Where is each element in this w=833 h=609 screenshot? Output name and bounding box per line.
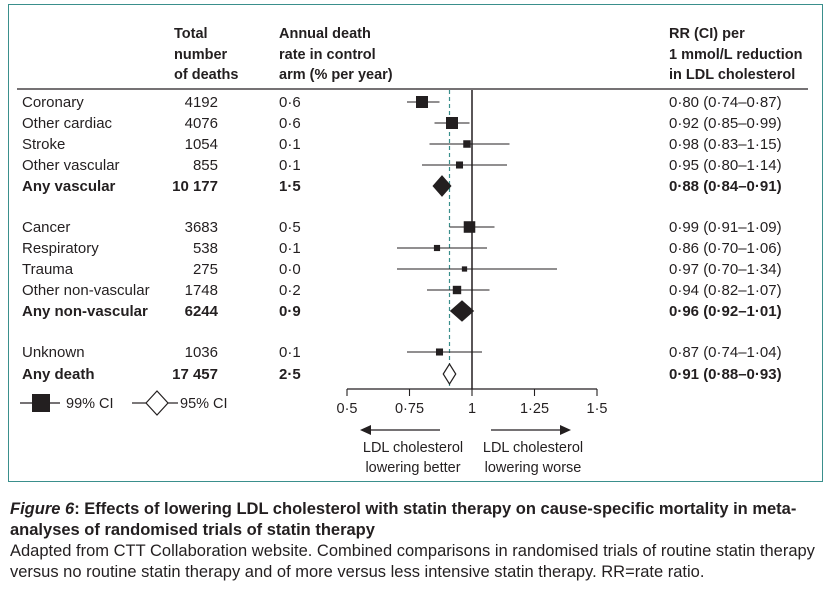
point-estimate-square <box>416 96 428 108</box>
x-axis-tick-label: 0·5 <box>337 401 358 417</box>
row-deaths: 1748 <box>185 282 218 299</box>
row-deaths: 4192 <box>185 94 218 111</box>
caption-title: : Effects of lowering LDL cholesterol wi… <box>10 500 797 539</box>
row-label: Any non-vascular <box>22 303 148 320</box>
row-rate: 0·5 <box>279 219 301 236</box>
better-arrow-head <box>360 425 371 435</box>
row-deaths: 10 177 <box>172 178 218 195</box>
legend-diamond-label: 95% CI <box>180 396 228 412</box>
row-rate: 0·1 <box>279 157 301 174</box>
row-rr: 0·91 (0·88–0·93) <box>669 366 782 383</box>
row-label: Respiratory <box>22 240 99 257</box>
x-axis-tick-label: 1 <box>468 401 476 417</box>
header-rr-line: in LDL cholesterol <box>669 67 795 83</box>
row-label: Other cardiac <box>22 115 113 132</box>
row-rate: 0·2 <box>279 282 301 299</box>
row-rr: 0·95 (0·80–1·14) <box>669 157 782 174</box>
row-deaths: 4076 <box>185 115 218 132</box>
row-rr: 0·94 (0·82–1·07) <box>669 282 782 299</box>
header-deaths-line: of deaths <box>174 67 238 83</box>
row-rate: 0·6 <box>279 94 301 111</box>
row-rate: 0·9 <box>279 303 301 320</box>
header-rr-line: RR (CI) per <box>669 26 745 42</box>
caption-text: Adapted from CTT Collaboration website. … <box>10 542 815 581</box>
header-rate-line: rate in control <box>279 47 376 63</box>
summary-diamond <box>449 300 475 322</box>
legend-square-label: 99% CI <box>66 396 114 412</box>
point-estimate-square <box>463 221 476 233</box>
row-deaths: 3683 <box>185 219 218 236</box>
row-deaths: 1054 <box>185 136 218 153</box>
point-estimate-square <box>452 285 462 295</box>
figure-frame <box>8 4 823 482</box>
summary-diamond <box>432 175 452 197</box>
row-deaths: 538 <box>193 240 218 257</box>
row-rr: 0·92 (0·85–0·99) <box>669 115 782 132</box>
x-axis-tick-label: 1·25 <box>520 401 549 417</box>
row-rate: 1·5 <box>279 178 301 195</box>
row-label: Any vascular <box>22 178 116 195</box>
row-rate: 0·0 <box>279 261 301 278</box>
row-rr: 0·88 (0·84–0·91) <box>669 178 782 195</box>
row-deaths: 855 <box>193 157 218 174</box>
row-rate: 0·1 <box>279 344 301 361</box>
direction-label-worse: lowering worse <box>485 460 582 476</box>
row-label: Trauma <box>22 261 74 278</box>
row-label: Other vascular <box>22 157 120 174</box>
forest-plot: Total number of deaths Annual death rate in … <box>17 26 808 476</box>
row-label: Unknown <box>22 344 85 361</box>
figure-caption: Figure 6: Effects of lowering LDL choles… <box>10 499 825 583</box>
direction-label-worse: LDL cholesterol <box>483 440 583 456</box>
row-label: Any death <box>22 366 95 383</box>
row-label: Stroke <box>22 136 65 153</box>
direction-label-better: lowering better <box>365 460 460 476</box>
row-label: Coronary <box>22 94 84 111</box>
row-rr: 0·98 (0·83–1·15) <box>669 136 782 153</box>
x-axis-tick-label: 0·75 <box>395 401 424 417</box>
header-rate-line: Annual death <box>279 26 371 42</box>
header-rr-line: 1 mmol/L reduction <box>669 47 802 63</box>
header-deaths-line: number <box>174 47 228 63</box>
row-label: Other non-vascular <box>22 282 150 299</box>
direction-label-better: LDL cholesterol <box>363 440 463 456</box>
point-estimate-square <box>446 117 458 129</box>
point-estimate-square <box>435 348 444 356</box>
x-axis-tick-label: 1·5 <box>587 401 608 417</box>
row-rate: 0·1 <box>279 136 301 153</box>
row-deaths: 6244 <box>185 303 219 320</box>
row-rr: 0·80 (0·74–0·87) <box>669 94 782 111</box>
row-rr: 0·87 (0·74–1·04) <box>669 344 782 361</box>
legend-diamond-symbol <box>145 390 169 416</box>
legend-square-symbol <box>32 394 50 412</box>
row-rate: 2·5 <box>279 366 301 383</box>
worse-arrow-head <box>560 425 571 435</box>
header-rate-line: arm (% per year) <box>279 67 393 83</box>
row-rr: 0·96 (0·92–1·01) <box>669 303 782 320</box>
row-rr: 0·99 (0·91–1·09) <box>669 219 782 236</box>
row-rr: 0·86 (0·70–1·06) <box>669 240 782 257</box>
point-estimate-square <box>455 161 464 169</box>
header-deaths-line: Total <box>174 26 208 42</box>
point-estimate-square <box>461 266 468 272</box>
row-deaths: 1036 <box>185 344 218 361</box>
caption-label: Figure 6 <box>10 500 75 518</box>
row-rr: 0·97 (0·70–1·34) <box>669 261 782 278</box>
point-estimate-square <box>463 140 471 148</box>
row-rate: 0·1 <box>279 240 301 257</box>
point-estimate-square <box>433 244 441 252</box>
row-label: Cancer <box>22 219 70 236</box>
summary-diamond <box>442 362 457 386</box>
row-deaths: 275 <box>193 261 218 278</box>
row-rate: 0·6 <box>279 115 301 132</box>
row-deaths: 17 457 <box>172 366 218 383</box>
